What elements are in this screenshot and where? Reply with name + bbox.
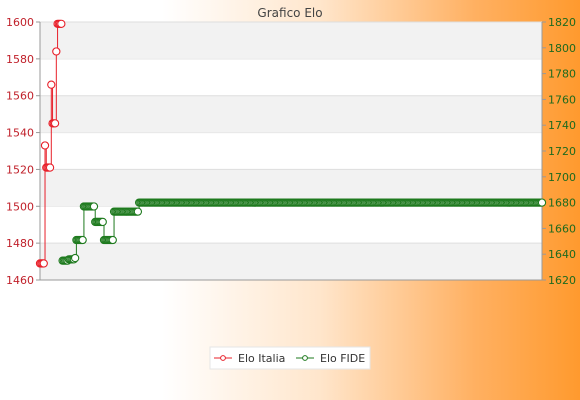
grid-band [40, 95, 542, 133]
left-tick-label: 1540 [6, 127, 34, 140]
data-point [50, 119, 60, 128]
left-tick-label: 1520 [6, 163, 34, 176]
right-tick-label: 1620 [548, 274, 576, 287]
left-tick-label: 1560 [6, 90, 34, 103]
data-point [39, 259, 48, 268]
left-tick-label: 1480 [6, 237, 34, 250]
data-point [78, 235, 87, 245]
data-point [89, 202, 99, 211]
data-point [52, 47, 61, 56]
data-point [57, 19, 66, 28]
data-point [70, 253, 80, 263]
legend-box [209, 346, 371, 370]
right-tick-label: 1800 [548, 42, 576, 55]
legend-label: Elo Italia [238, 352, 285, 365]
right-tick-label: 1660 [548, 222, 576, 235]
right-tick-label: 1760 [548, 93, 576, 106]
grid-band [40, 22, 542, 59]
plot-background [40, 22, 542, 280]
grid-band [40, 243, 542, 280]
legend: Elo Italia Elo FIDE [209, 346, 371, 370]
plot-area: 1460 1480 1500 1520 1540 1560 1580 1600 1620 1640… [6, 16, 576, 287]
data-point [98, 217, 107, 227]
left-tick-label: 1580 [6, 53, 34, 66]
right-tick-label: 1680 [548, 197, 576, 210]
right-tick-label: 1640 [548, 248, 576, 261]
chart-title: Grafico Elo [257, 6, 322, 20]
right-tick-label: 1820 [548, 16, 576, 29]
right-tick-label: 1740 [548, 119, 576, 132]
left-tick-label: 1600 [6, 16, 34, 29]
left-tick-label: 1460 [6, 274, 34, 287]
data-point [108, 235, 117, 245]
data-point [133, 207, 143, 216]
legend-marker [220, 355, 226, 361]
right-tick-label: 1780 [548, 68, 576, 81]
data-point [40, 141, 50, 150]
data-point [537, 198, 547, 207]
legend-marker [302, 355, 308, 361]
right-tick-label: 1700 [548, 171, 576, 184]
data-point [47, 80, 56, 89]
legend-label: Elo FIDE [320, 352, 365, 365]
right-tick-label: 1720 [548, 145, 576, 158]
left-tick-label: 1500 [6, 200, 34, 213]
series-elo-italia [35, 19, 66, 268]
series-elo-fide [58, 198, 547, 265]
data-point [45, 163, 55, 172]
